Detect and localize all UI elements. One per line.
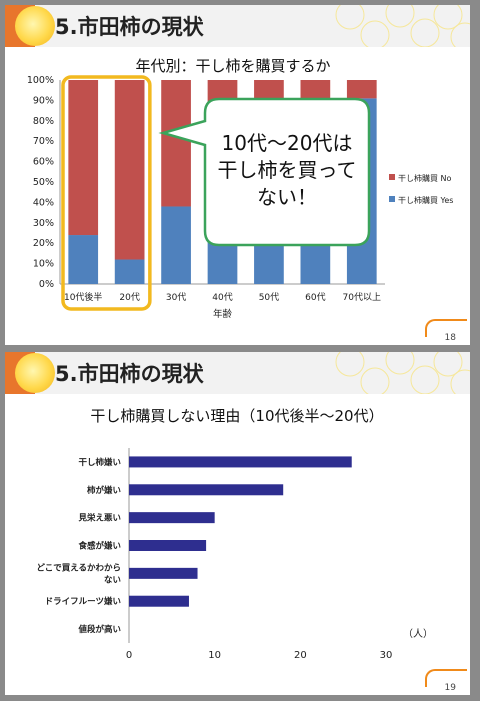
y-tick-label: 30% — [33, 218, 54, 229]
x-tick-label: 0 — [126, 650, 132, 661]
x-tick-label: 30代 — [166, 292, 186, 303]
y-tick-label: 柿が嫌い — [87, 485, 121, 496]
circle-pattern-decoration — [335, 352, 470, 394]
y-tick-label: 値段が高い — [77, 624, 121, 635]
legend-swatch — [389, 196, 395, 202]
legend-label: 干し柿購買 No — [398, 173, 452, 183]
y-tick-label: 見栄え悪い — [77, 513, 121, 524]
x-axis-label: 年齢 — [213, 308, 233, 320]
bar — [129, 512, 215, 524]
y-tick-label: 70% — [33, 136, 54, 147]
x-tick-label: 70代以上 — [343, 292, 381, 303]
y-tick-label: 90% — [33, 95, 54, 106]
horizontal-bar-chart: 干し柿購買しない理由（10代後半～20代） 干し柿嫌い柿が嫌い見栄え悪い食感が嫌い… — [37, 407, 434, 661]
bar — [129, 540, 207, 551]
y-tick-label: 60% — [33, 157, 54, 168]
legend-label: 干し柿購買 Yes — [398, 195, 453, 205]
bar-no — [161, 80, 191, 207]
x-tick-label: 10代後半 — [64, 291, 102, 303]
y-tick-label: どこで買えるかわから — [37, 562, 122, 573]
x-tick-label: 50代 — [259, 292, 279, 303]
y-tick-label: 干し柿嫌い — [78, 457, 121, 468]
y-tick-label: ない — [104, 575, 121, 585]
y-tick-label: 20% — [33, 238, 54, 249]
bar-yes — [161, 206, 191, 284]
highlight-frame — [61, 75, 152, 311]
x-tick-label: 20代 — [119, 292, 139, 303]
bar — [129, 595, 189, 607]
legend-swatch — [389, 174, 395, 180]
x-tick-label: 20 — [294, 650, 307, 661]
bar-no — [68, 80, 99, 236]
slide-header — [5, 352, 470, 394]
y-tick-label: 40% — [33, 197, 54, 208]
circle-pattern-decoration — [335, 5, 470, 47]
chart-title: 干し柿購買しない理由（10代後半～20代） — [90, 407, 383, 425]
callout-text: 10代～20代は — [222, 131, 353, 155]
slide-title: 5.市田柿の現状 — [55, 362, 204, 386]
callout-text: ない！ — [257, 185, 317, 209]
sun-decoration-icon — [15, 353, 55, 393]
bar-yes — [114, 259, 145, 284]
bar-no — [114, 80, 145, 260]
stacked-bar-chart: 年代別：干し柿を購買するか 0% 10% 20% 30% 40% 50% 60% 70% 80% 9… — [27, 57, 454, 320]
footer-decoration — [425, 669, 467, 687]
x-tick-label: 40代 — [212, 292, 232, 303]
y-tick-label: 100% — [27, 75, 54, 86]
x-tick-label: 30 — [380, 650, 393, 661]
y-tick-label: 0% — [39, 279, 54, 290]
callout-text: 干し柿を買って — [218, 158, 357, 182]
slide-title: 5.市田柿の現状 — [55, 15, 204, 39]
page-number: 18 — [444, 333, 456, 343]
y-tick-label: 10% — [33, 259, 54, 270]
x-axis-label: （人） — [403, 628, 433, 640]
slide-18: 5.市田柿の現状 年代別：干し柿を購買するか 0% 10% 20% 30% 40% 50% 6… — [5, 5, 470, 345]
slide-header — [5, 5, 470, 47]
footer-decoration — [425, 319, 467, 337]
y-tick-label: 50% — [33, 177, 54, 188]
x-tick-label: 10 — [208, 650, 221, 661]
x-tick-label: 60代 — [305, 292, 325, 303]
y-tick-label: 食感が嫌い — [78, 541, 121, 552]
bar — [129, 567, 198, 579]
slide-19: 5.市田柿の現状 干し柿購買しない理由（10代後半～20代） 干し柿嫌い柿が嫌い見… — [5, 352, 470, 695]
y-tick-label: ドライフルーツ嫌い — [45, 596, 121, 607]
page-number: 19 — [444, 683, 456, 693]
chart-title: 年代別：干し柿を購買するか — [135, 57, 330, 75]
bar — [129, 484, 284, 496]
y-tick-label: 80% — [33, 116, 54, 127]
callout-bubble — [158, 97, 371, 247]
bar-yes — [68, 235, 99, 284]
bar-no — [346, 80, 377, 99]
bar — [129, 456, 352, 468]
sun-decoration-icon — [15, 6, 55, 46]
